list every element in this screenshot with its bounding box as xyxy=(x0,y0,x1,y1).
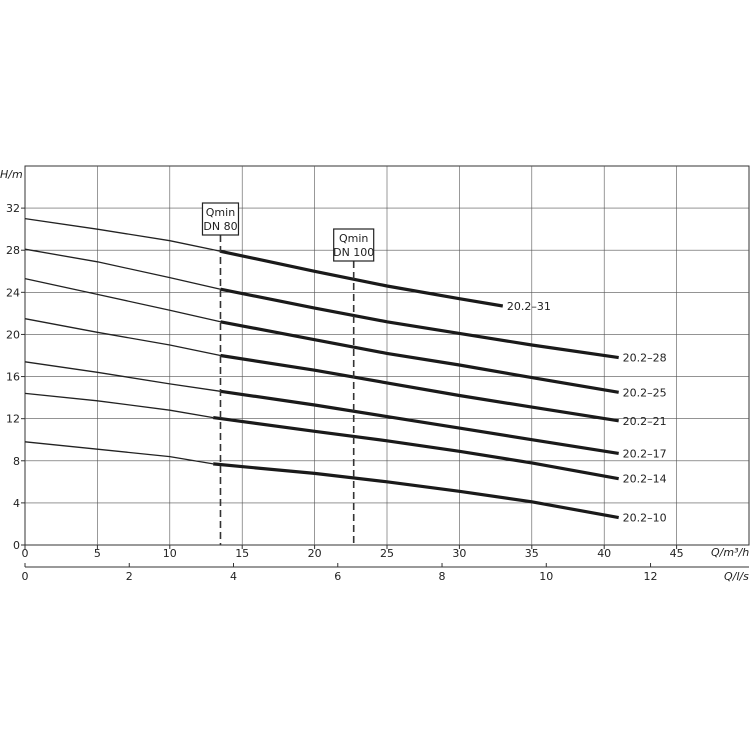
x-primary-tick-label: 5 xyxy=(94,547,101,560)
x-secondary-tick-label: 8 xyxy=(439,570,446,583)
y-tick-label: 16 xyxy=(6,371,20,384)
qmin-label-box xyxy=(333,228,375,262)
curve-thin-segment xyxy=(24,361,221,392)
x-primary-tick-label: 30 xyxy=(452,547,466,560)
curve-thick-segment xyxy=(212,416,619,481)
curve-thin-segment xyxy=(24,248,221,290)
y-tick-label: 28 xyxy=(6,244,20,257)
curve-thick-segment xyxy=(220,320,619,394)
x-secondary-tick-label: 2 xyxy=(126,570,133,583)
x-primary-tick-label: 45 xyxy=(670,547,684,560)
qmin-label-line1: Qmin xyxy=(339,232,368,245)
curve-thick-segment xyxy=(220,287,619,360)
curve-label: 20.2–10 xyxy=(623,512,667,525)
x-primary-tick-label: 25 xyxy=(380,547,394,560)
y-tick-label: 24 xyxy=(6,286,20,299)
x-secondary-tick-label: 12 xyxy=(644,570,658,583)
curve-label: 20.2–14 xyxy=(623,473,667,486)
qmin-label-line2: DN 100 xyxy=(333,246,374,259)
curve-label: 20.2–25 xyxy=(623,386,667,399)
curve-thick-segment xyxy=(213,462,619,520)
x-axis-primary-label: Q/m³/h xyxy=(711,546,749,559)
curve-thin-segment xyxy=(24,277,221,323)
pump-curves: 20.2–31 20.2–28 20.2–25 20.2–21 20.2–17 20.2–… xyxy=(24,217,667,525)
curve-thick-segment xyxy=(220,389,619,455)
y-tick-label: 4 xyxy=(13,497,20,510)
x-secondary-tick-label: 0 xyxy=(22,570,29,583)
y-tick-label: 12 xyxy=(6,413,20,426)
x-secondary-tick-label: 4 xyxy=(230,570,237,583)
curve-label: 20.2–17 xyxy=(623,447,667,460)
curve-thin-segment xyxy=(24,441,214,465)
curve-label: 20.2–28 xyxy=(623,352,667,365)
y-tick-label: 20 xyxy=(6,328,20,341)
x-primary-tick-label: 35 xyxy=(525,547,539,560)
qmin-label-box xyxy=(201,202,240,236)
curve-thick-segment xyxy=(220,353,619,423)
curve-thin-segment xyxy=(24,318,221,357)
y-tick-label: 0 xyxy=(13,539,20,552)
curve-label: 20.2–31 xyxy=(507,300,551,313)
x-primary-tick-label: 15 xyxy=(235,547,249,560)
qmin-label-line2: DN 80 xyxy=(203,220,237,233)
x-primary-tick-label: 0 xyxy=(22,547,29,560)
curve-label: 20.2–21 xyxy=(623,415,667,428)
x-primary-tick-label: 20 xyxy=(308,547,322,560)
x-primary-tick-label: 40 xyxy=(597,547,611,560)
x-secondary-tick-label: 6 xyxy=(334,570,341,583)
y-tick-label: 32 xyxy=(6,202,20,215)
curve-thin-segment xyxy=(24,217,221,252)
x-primary-tick-label: 10 xyxy=(163,547,177,560)
x-axis-secondary-label: Q/l/s xyxy=(724,570,749,583)
grid xyxy=(21,165,750,549)
curve-thin-segment xyxy=(24,392,214,419)
curve-thick-segment xyxy=(220,249,504,308)
y-tick-label: 8 xyxy=(13,455,20,468)
qmin-label-line1: Qmin xyxy=(206,206,235,219)
y-axis-label: H/m xyxy=(0,168,23,181)
x-secondary-tick-label: 10 xyxy=(539,570,553,583)
